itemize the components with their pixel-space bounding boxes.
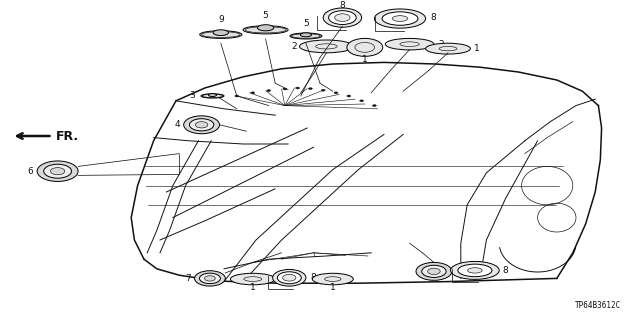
Circle shape (347, 95, 351, 97)
Ellipse shape (426, 43, 470, 54)
Circle shape (51, 168, 65, 175)
Ellipse shape (243, 26, 288, 34)
Circle shape (283, 275, 296, 281)
Circle shape (308, 88, 312, 90)
Ellipse shape (385, 38, 434, 50)
Circle shape (37, 161, 78, 181)
Circle shape (335, 14, 350, 21)
Ellipse shape (300, 33, 312, 37)
Circle shape (195, 271, 225, 286)
Text: 3: 3 (189, 91, 195, 100)
Circle shape (277, 272, 301, 284)
Ellipse shape (374, 9, 426, 28)
Ellipse shape (200, 31, 242, 38)
Ellipse shape (382, 12, 418, 25)
Ellipse shape (300, 40, 353, 53)
Circle shape (205, 276, 215, 281)
Text: 8: 8 (502, 266, 508, 275)
Ellipse shape (458, 264, 492, 277)
Ellipse shape (213, 30, 228, 36)
Text: 8: 8 (340, 1, 345, 10)
Circle shape (184, 116, 220, 134)
Circle shape (296, 87, 300, 89)
Ellipse shape (312, 273, 353, 285)
Circle shape (321, 89, 325, 91)
Text: 2: 2 (438, 40, 444, 49)
Text: 1: 1 (362, 55, 367, 64)
Ellipse shape (257, 25, 274, 31)
Text: 2: 2 (291, 42, 297, 51)
Circle shape (251, 92, 255, 94)
Text: 5: 5 (263, 11, 268, 20)
Ellipse shape (451, 261, 499, 279)
Text: 1: 1 (474, 44, 479, 53)
Ellipse shape (290, 33, 322, 39)
Circle shape (372, 105, 376, 107)
Text: 4: 4 (175, 120, 180, 129)
Circle shape (267, 90, 271, 92)
Circle shape (328, 11, 356, 25)
Circle shape (334, 92, 338, 94)
Text: 9: 9 (218, 15, 223, 24)
Text: 8: 8 (430, 13, 436, 22)
Circle shape (422, 265, 446, 277)
Text: 8: 8 (310, 273, 316, 282)
Circle shape (428, 268, 440, 275)
Text: FR.: FR. (56, 130, 79, 142)
Text: 1: 1 (330, 284, 335, 292)
Circle shape (323, 8, 362, 27)
Circle shape (189, 119, 214, 131)
Text: 1: 1 (250, 284, 255, 292)
Circle shape (347, 38, 383, 56)
Ellipse shape (201, 94, 224, 98)
Ellipse shape (209, 94, 216, 97)
Circle shape (283, 88, 287, 90)
Circle shape (200, 273, 220, 284)
Circle shape (44, 164, 72, 178)
Ellipse shape (468, 268, 482, 273)
Circle shape (273, 269, 306, 286)
Text: 7: 7 (185, 274, 191, 283)
Circle shape (416, 262, 452, 280)
Text: TP64B3612C: TP64B3612C (575, 301, 621, 310)
Circle shape (360, 100, 364, 102)
Circle shape (195, 122, 208, 128)
Ellipse shape (392, 16, 408, 21)
Text: 6: 6 (28, 167, 33, 176)
Text: 5: 5 (303, 19, 308, 28)
Circle shape (235, 95, 239, 97)
Ellipse shape (230, 273, 275, 285)
